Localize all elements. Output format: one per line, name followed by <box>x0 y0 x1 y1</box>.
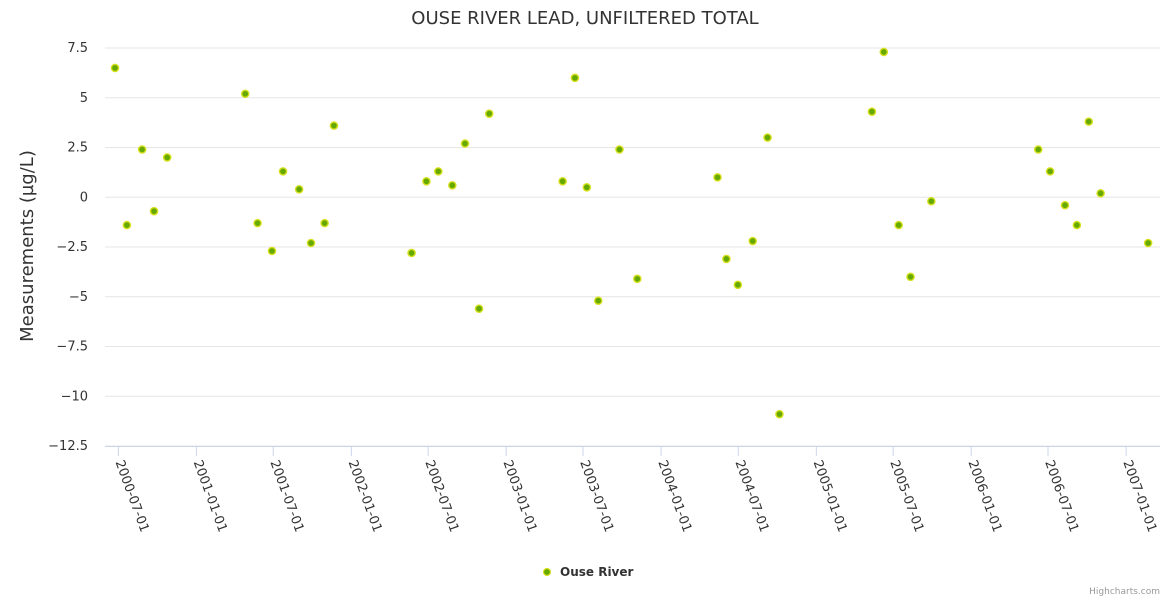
data-point[interactable] <box>1072 220 1082 230</box>
y-tick-label: 0 <box>80 190 88 205</box>
data-point[interactable] <box>122 220 132 230</box>
y-tick-label: 5 <box>80 91 88 106</box>
x-tick-label: 2001-01-01 <box>190 458 230 534</box>
data-point[interactable] <box>879 47 889 57</box>
data-point[interactable] <box>110 63 120 73</box>
chart-title: OUSE RIVER LEAD, UNFILTERED TOTAL <box>411 8 758 29</box>
data-point[interactable] <box>733 280 743 290</box>
x-tick-label: 2002-01-01 <box>345 458 385 534</box>
data-point[interactable] <box>484 109 494 118</box>
legend[interactable]: Ouse River <box>542 565 634 579</box>
data-point[interactable] <box>722 254 731 264</box>
x-tick-label: 2004-07-01 <box>732 458 772 534</box>
data-point[interactable] <box>422 177 431 186</box>
data-point[interactable] <box>149 206 159 216</box>
data-point[interactable] <box>306 238 316 248</box>
data-point[interactable] <box>906 272 915 282</box>
x-tick-label: 2005-01-01 <box>810 458 850 534</box>
data-point[interactable] <box>582 182 592 192</box>
x-tick-label: 2006-01-01 <box>964 458 1004 534</box>
data-point[interactable] <box>460 139 470 148</box>
data-point[interactable] <box>615 145 624 154</box>
data-point[interactable] <box>927 196 936 206</box>
x-tick-label: 2001-07-01 <box>267 458 307 534</box>
x-tick-label: 2006-07-01 <box>1041 458 1081 534</box>
y-tick-label: −12.5 <box>48 439 88 454</box>
data-point[interactable] <box>240 89 250 99</box>
data-point[interactable] <box>1143 238 1153 248</box>
data-point[interactable] <box>267 246 277 256</box>
data-point[interactable] <box>407 248 416 258</box>
data-point[interactable] <box>320 218 329 228</box>
data-point[interactable] <box>633 274 642 284</box>
grid-lines <box>105 47 1160 447</box>
data-point[interactable] <box>162 153 172 162</box>
x-tick-label: 2002-07-01 <box>421 458 461 534</box>
data-point[interactable] <box>253 218 262 228</box>
x-tick-label: 2003-07-01 <box>576 458 616 534</box>
y-tick-label: 2.5 <box>67 141 88 156</box>
x-tick-label: 2000-07-01 <box>112 458 152 534</box>
data-point[interactable] <box>775 409 784 419</box>
data-point[interactable] <box>1060 200 1070 210</box>
y-axis-title: Measurements (µg/L) <box>17 150 38 342</box>
y-tick-label: −5 <box>69 290 88 305</box>
y-axis-ticks: 7.5 5 2.5 0 −2.5 −5 −7.5 −10 −12.5 <box>48 41 88 454</box>
y-tick-label: 7.5 <box>67 41 88 56</box>
data-point[interactable] <box>1084 117 1094 126</box>
x-tick-label: 2003-01-01 <box>499 458 539 534</box>
data-point[interactable] <box>1096 188 1105 198</box>
data-point[interactable] <box>474 304 484 313</box>
legend-marker[interactable] <box>542 567 552 577</box>
x-tick-label: 2004-01-01 <box>654 458 694 534</box>
data-point[interactable] <box>593 296 603 306</box>
x-tick-label: 2007-01-01 <box>1119 458 1159 534</box>
data-point[interactable] <box>329 121 339 130</box>
y-tick-label: −10 <box>61 389 88 404</box>
data-point[interactable] <box>867 107 877 116</box>
y-tick-label: −7.5 <box>56 340 88 355</box>
data-point[interactable] <box>278 167 288 176</box>
data-point[interactable] <box>713 173 722 182</box>
credits-link[interactable]: Highcharts.com <box>1089 587 1160 597</box>
data-point[interactable] <box>448 181 457 190</box>
data-point[interactable] <box>1045 167 1055 176</box>
data-point[interactable] <box>894 220 903 230</box>
y-tick-label: −2.5 <box>56 240 88 255</box>
data-point[interactable] <box>137 145 147 154</box>
data-point[interactable] <box>763 133 772 142</box>
data-point[interactable] <box>558 177 567 186</box>
data-point[interactable] <box>570 73 580 83</box>
data-point[interactable] <box>748 236 758 246</box>
x-axis: 2000-07-01 2001-01-01 2001-07-01 2002-01-01… <box>105 446 1160 534</box>
data-point[interactable] <box>434 167 443 176</box>
data-point[interactable] <box>294 184 304 194</box>
data-point[interactable] <box>1033 145 1043 154</box>
x-tick-label: 2005-07-01 <box>886 458 926 534</box>
data-points[interactable] <box>110 47 1153 419</box>
legend-label[interactable]: Ouse River <box>560 565 634 579</box>
